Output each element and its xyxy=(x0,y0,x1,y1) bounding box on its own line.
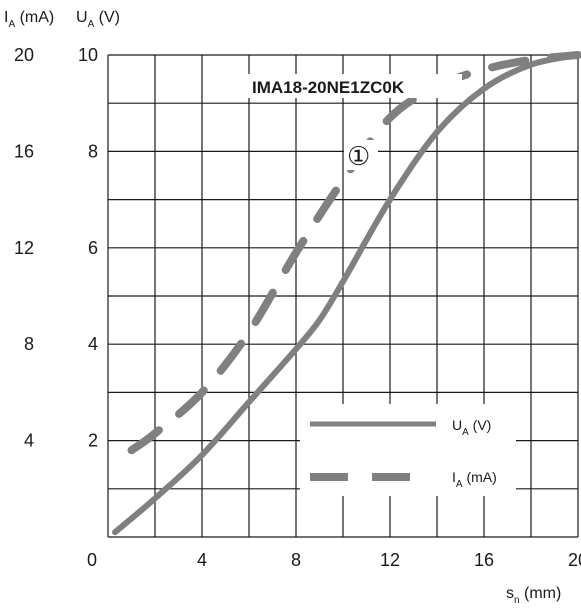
voltage-tick-label: 10 xyxy=(78,45,98,65)
current-tick-label: 16 xyxy=(14,141,34,161)
curve-marker: ① xyxy=(347,142,370,172)
current-tick-label: 4 xyxy=(24,431,34,451)
series-group xyxy=(112,51,581,536)
chart-title: IMA18-20NE1ZC0K xyxy=(252,78,405,97)
legend-label-voltage: UA (V) xyxy=(452,417,491,438)
x-tick-label: 12 xyxy=(380,550,400,570)
title-background xyxy=(246,74,462,98)
x-axis-label: sn (mm) xyxy=(506,585,561,606)
current-tick-label: 8 xyxy=(24,334,34,354)
current-axis-label: IA (mA) xyxy=(4,9,54,30)
x-tick-label: 8 xyxy=(291,550,301,570)
current-tick-label: 20 xyxy=(14,45,34,65)
series-current-line xyxy=(127,51,581,455)
x-tick-label: 20 xyxy=(568,550,581,570)
legend-label-current: IA (mA) xyxy=(452,469,497,490)
x-tick-label: 16 xyxy=(474,550,494,570)
voltage-axis-label: UA (V) xyxy=(76,9,120,30)
voltage-tick-label: 4 xyxy=(88,334,98,354)
voltage-tick-label: 2 xyxy=(88,431,98,451)
x-axis-ticks: 4 8 12 16 20 0 xyxy=(87,550,581,570)
voltage-axis-ticks: 2 4 6 8 10 xyxy=(78,45,98,451)
voltage-tick-label: 8 xyxy=(88,141,98,161)
series-voltage-line xyxy=(112,52,581,536)
x-tick-label: 0 xyxy=(87,550,97,570)
legend: UA (V) IA (mA) xyxy=(300,404,516,496)
marker-background xyxy=(344,140,378,170)
current-axis-ticks: 4 8 12 16 20 xyxy=(14,45,34,451)
x-tick-label: 4 xyxy=(197,550,207,570)
current-tick-label: 12 xyxy=(14,238,34,258)
voltage-tick-label: 6 xyxy=(88,238,98,258)
